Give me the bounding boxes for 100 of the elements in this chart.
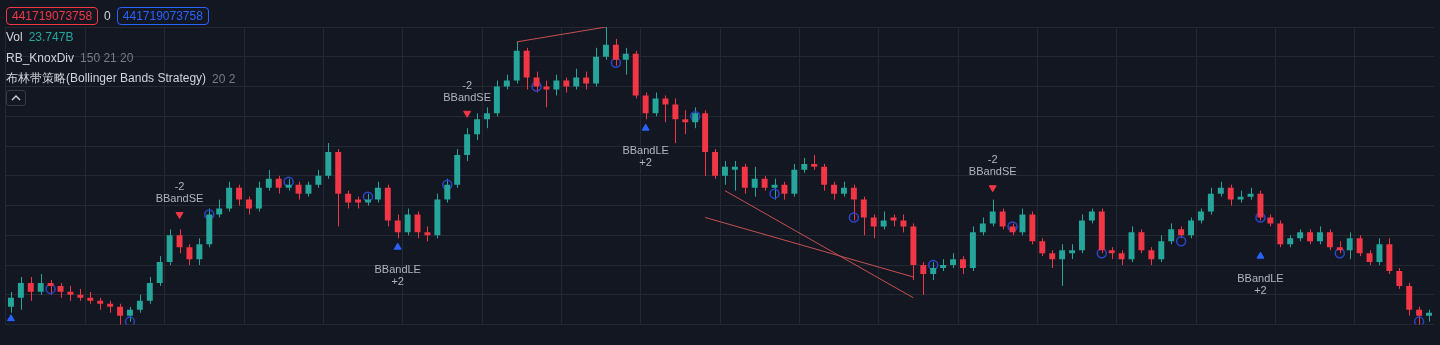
series-label: -2 BBandSE xyxy=(968,153,1017,178)
candlestick xyxy=(37,273,44,296)
candlestick xyxy=(573,68,580,90)
text: 441719073758 xyxy=(116,6,209,25)
candlestick xyxy=(1227,184,1234,207)
candlestick xyxy=(474,112,481,141)
candlestick xyxy=(682,109,689,135)
candlestick xyxy=(404,208,411,236)
candlestick xyxy=(1356,234,1363,257)
candlestick xyxy=(821,163,828,192)
point xyxy=(769,188,780,199)
candlestick xyxy=(265,169,272,192)
annotation: 布林带策略(Bollinger Bands Strategy) xyxy=(6,70,207,87)
text: 441719073758 xyxy=(6,6,99,25)
point xyxy=(204,209,215,220)
text: 0 xyxy=(104,8,111,23)
candlestick xyxy=(117,303,124,326)
candlestick xyxy=(731,160,738,192)
candlestick xyxy=(860,196,867,236)
annotation: Vol xyxy=(6,29,23,44)
candlestick xyxy=(721,160,728,186)
text: BBandLE +2 xyxy=(622,143,669,168)
candlestick xyxy=(1277,219,1284,248)
candlestick xyxy=(1396,267,1403,290)
point xyxy=(848,212,860,223)
candlestick xyxy=(236,184,243,207)
candlestick xyxy=(751,166,758,198)
point xyxy=(362,191,374,202)
candlestick xyxy=(176,228,183,254)
candlestick xyxy=(1138,228,1145,254)
annotation: 23.747B xyxy=(28,29,74,44)
candlestick xyxy=(414,211,421,239)
candlestick xyxy=(662,94,669,123)
candlestick xyxy=(612,38,619,67)
point xyxy=(641,123,650,131)
point xyxy=(531,81,542,92)
point xyxy=(45,283,56,295)
candlestick xyxy=(255,181,262,213)
point xyxy=(6,314,15,322)
candlestick xyxy=(920,261,927,296)
candlestick xyxy=(1188,216,1195,239)
candlestick xyxy=(464,127,471,162)
point xyxy=(175,211,184,219)
candlestick xyxy=(226,181,233,213)
candlestick xyxy=(622,47,629,76)
candlestick xyxy=(17,276,24,311)
candlestick xyxy=(1376,237,1383,266)
candlestick xyxy=(156,255,163,287)
candlestick xyxy=(1406,282,1413,317)
annotation: RB_KnoxDiv xyxy=(6,50,75,65)
candlestick xyxy=(325,142,332,180)
point xyxy=(1007,221,1018,232)
candlestick xyxy=(850,184,857,221)
candlestick xyxy=(186,243,193,266)
candlestick xyxy=(771,178,778,201)
candlestick xyxy=(1346,231,1353,260)
candlestick xyxy=(870,213,877,239)
point xyxy=(393,242,402,250)
text: BBandLE +2 xyxy=(1237,271,1284,296)
point xyxy=(1413,316,1425,325)
candlestick xyxy=(692,106,699,129)
candlestick xyxy=(791,163,798,198)
point xyxy=(1256,251,1265,259)
candlestick xyxy=(1326,228,1333,251)
annotation: 150 21 20 xyxy=(80,50,134,65)
candlestick xyxy=(196,237,203,266)
point xyxy=(988,185,997,193)
candlestick xyxy=(741,163,748,195)
candlestick xyxy=(989,199,996,227)
text: -2 BBandSE xyxy=(155,180,204,205)
candlestick xyxy=(712,148,719,180)
candlestick xyxy=(146,276,153,305)
candlestick xyxy=(602,26,609,61)
point xyxy=(927,259,939,271)
candlestick xyxy=(394,213,401,239)
point xyxy=(463,110,472,118)
candlestick xyxy=(7,291,14,314)
candlestick xyxy=(999,208,1006,230)
candlestick xyxy=(27,276,34,302)
candlestick xyxy=(553,74,560,96)
point xyxy=(442,179,453,190)
text: BBandLE +2 xyxy=(374,262,421,287)
candlestick xyxy=(642,91,649,120)
text: -2 BBandSE xyxy=(443,78,491,103)
candlestick xyxy=(374,181,381,204)
point xyxy=(283,176,294,187)
candlestick xyxy=(1207,187,1214,215)
candlestick xyxy=(1059,243,1066,287)
candlestick xyxy=(652,91,659,117)
candlestick xyxy=(1019,208,1026,236)
candlestick xyxy=(1158,234,1165,263)
candlestick xyxy=(1257,190,1264,221)
candlestick xyxy=(672,97,679,144)
candlestick xyxy=(1168,222,1175,245)
point xyxy=(1255,212,1266,223)
candlestick xyxy=(483,106,490,129)
candlestick xyxy=(444,178,451,204)
point xyxy=(610,57,622,68)
point xyxy=(124,316,136,325)
point xyxy=(1175,236,1187,247)
